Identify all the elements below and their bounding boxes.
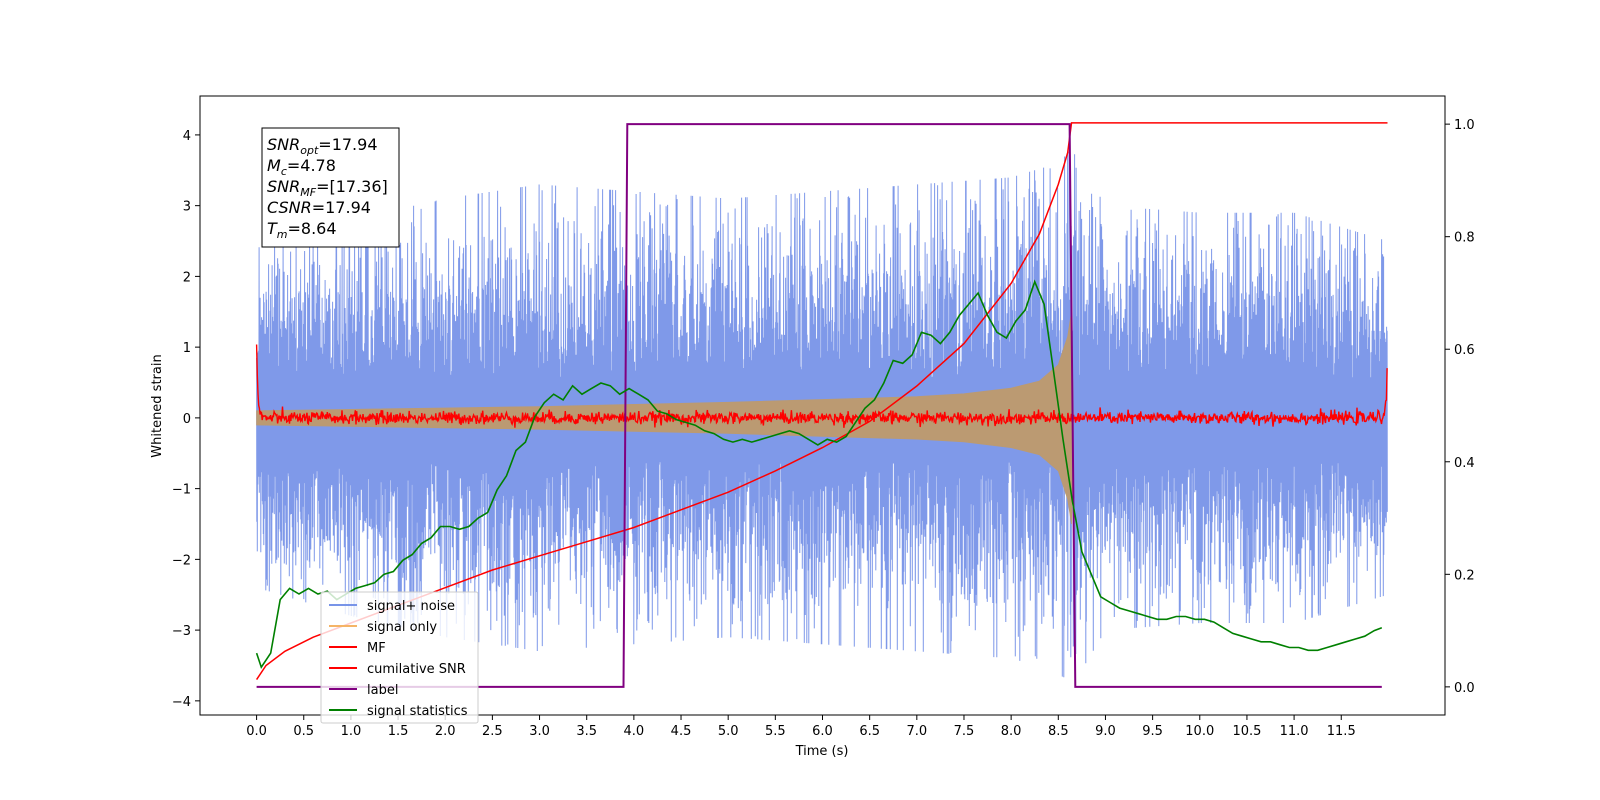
- annotation-line: SNRopt=17.94: [267, 135, 378, 157]
- x-tick-label: 4.0: [624, 724, 645, 739]
- x-tick-label: 3.0: [529, 724, 550, 739]
- x-tick-label: 6.5: [859, 724, 880, 739]
- annotation-subscript: MF: [300, 186, 316, 199]
- x-tick-label: 4.5: [671, 724, 692, 739]
- annotation-box: SNRopt=17.94Mc=4.78SNRMF=[17.36]CSNR=17.…: [261, 127, 400, 248]
- series-signal-noise: [256, 151, 1388, 678]
- annotation-line: Mc=4.78: [267, 156, 336, 178]
- y2-tick-label: 0.8: [1454, 231, 1475, 246]
- y-tick-label: 3: [183, 200, 191, 215]
- x-axis-label: Time (s): [795, 744, 849, 759]
- annotation-value: =[17.36]: [316, 177, 388, 196]
- y2-tick-label: 0.4: [1454, 456, 1475, 471]
- y-axis: −4 −3 −2 −1 0 1 2 3 4: [172, 129, 200, 710]
- y2-tick-label: 0.2: [1454, 568, 1475, 583]
- annotation-symbol: SNR: [267, 135, 300, 154]
- annotation-symbol: SNR: [267, 177, 300, 196]
- x-tick-label: 1.5: [388, 724, 409, 739]
- annotation-subscript: c: [281, 165, 287, 178]
- annotation-symbol: T: [267, 219, 278, 238]
- series-label: [256, 123, 1382, 688]
- legend-label: signal statistics: [367, 704, 468, 719]
- x-tick-label: 2.5: [482, 724, 503, 739]
- legend-label: signal only: [367, 620, 437, 635]
- legend-label: cumilative SNR: [367, 662, 466, 677]
- y2-tick-label: 0.6: [1454, 343, 1475, 358]
- y2-tick-label: 0.0: [1454, 681, 1475, 696]
- annotation-subscript: m: [277, 228, 288, 241]
- annotation-line: SNRMF=[17.36]: [267, 177, 388, 199]
- y2-tick-label: 1.0: [1454, 118, 1475, 133]
- x-tick-label: 9.0: [1095, 724, 1116, 739]
- legend: signal+ noise signal only MF cumilative SNR…: [320, 591, 479, 724]
- annotation-value: =17.94: [312, 198, 371, 217]
- legend-label: MF: [367, 641, 386, 656]
- annotation-subscript: opt: [300, 144, 319, 157]
- annotation-line: Tm=8.64: [267, 219, 337, 241]
- annotation-value: =8.64: [288, 219, 337, 238]
- legend-label: label: [367, 683, 398, 698]
- annotation-symbol: M: [267, 156, 281, 175]
- x-tick-label: 8.5: [1048, 724, 1069, 739]
- y-tick-label: −1: [172, 483, 191, 498]
- y-tick-label: −2: [172, 553, 191, 568]
- x-tick-label: 2.0: [435, 724, 456, 739]
- x-tick-label: 6.0: [812, 724, 833, 739]
- y-tick-label: −3: [172, 624, 191, 639]
- legend-frame: [320, 591, 479, 724]
- y-tick-label: −4: [172, 695, 191, 710]
- y-tick-label: 4: [183, 129, 191, 144]
- annotation-value: =4.78: [287, 156, 336, 175]
- x-tick-label: 3.5: [576, 724, 597, 739]
- y-tick-label: 2: [183, 270, 191, 285]
- y2-axis: 0.0 0.2 0.4 0.6 0.8 1.0: [1445, 118, 1475, 696]
- series-mf: [255, 344, 1388, 428]
- x-tick-label: 10.5: [1232, 724, 1261, 739]
- x-axis: 0.0 0.5 1.0 1.5 2.0 2.5 3.0 3.5 4.0 4.5 5.0 5.5 6.0 6…: [246, 715, 1356, 739]
- x-tick-label: 11.0: [1280, 724, 1309, 739]
- x-tick-label: 0.5: [293, 724, 314, 739]
- y-tick-label: 0: [183, 412, 191, 427]
- x-tick-label: 1.0: [341, 724, 362, 739]
- legend-label: signal+ noise: [367, 599, 455, 614]
- x-tick-label: 9.5: [1142, 724, 1163, 739]
- annotation-value: =17.94: [318, 135, 377, 154]
- series-signal-statistics: [255, 279, 1383, 670]
- y-axis-label: Whitened strain: [150, 354, 165, 457]
- x-tick-label: 5.0: [718, 724, 739, 739]
- annotation-line: CSNR=17.94: [267, 198, 371, 217]
- y-tick-label: 1: [183, 341, 191, 356]
- x-tick-label: 7.0: [906, 724, 927, 739]
- x-tick-label: 7.5: [954, 724, 975, 739]
- x-tick-label: 10.0: [1185, 724, 1214, 739]
- annotation-symbol: CSNR: [267, 198, 312, 217]
- x-tick-label: 11.5: [1327, 724, 1356, 739]
- x-tick-label: 8.0: [1001, 724, 1022, 739]
- annotation-frame: [261, 127, 400, 248]
- x-tick-label: 0.0: [246, 724, 267, 739]
- x-tick-label: 5.5: [765, 724, 786, 739]
